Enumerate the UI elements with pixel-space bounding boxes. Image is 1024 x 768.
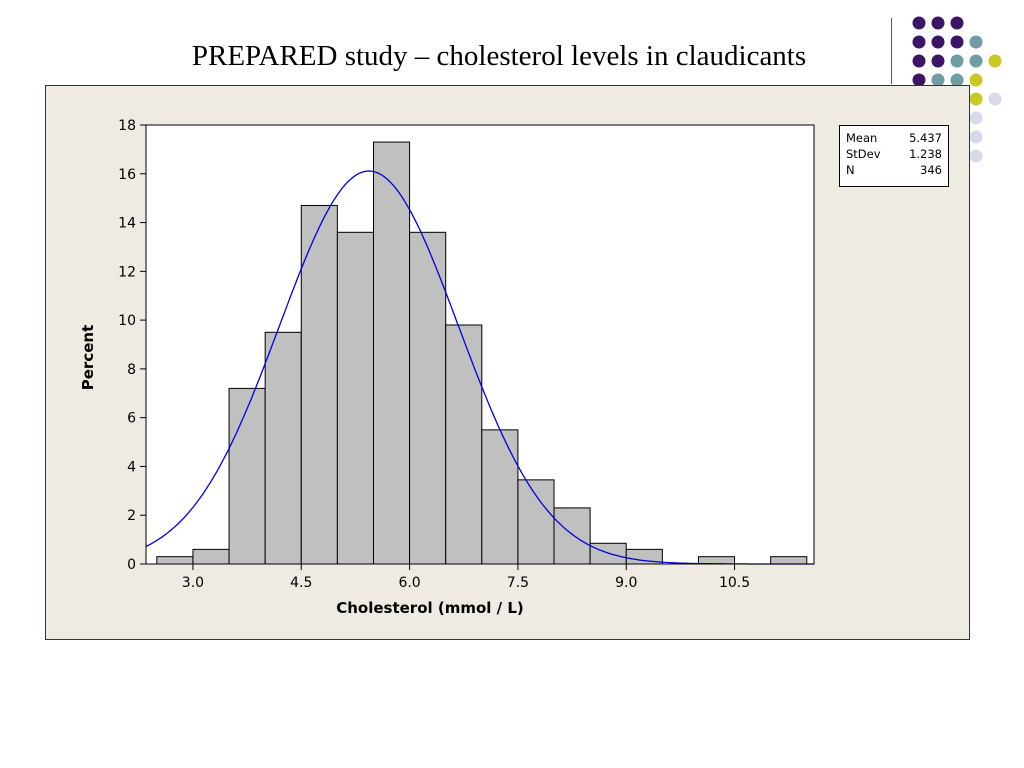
histogram-bar — [770, 556, 808, 565]
y-tick-label: 14 — [118, 216, 136, 232]
y-tick-label: 4 — [127, 459, 136, 475]
x-axis-label: Cholesterol (mmol / L) — [336, 599, 524, 617]
decorative-dot — [969, 92, 983, 106]
slide-title: PREPARED study – cholesterol levels in c… — [191, 40, 807, 72]
y-tick-label: 12 — [118, 264, 136, 280]
x-tick-label: 9.0 — [615, 575, 637, 591]
y-tick-label: 18 — [118, 118, 136, 134]
histogram-bar — [553, 507, 591, 565]
stats-row-mean: Mean 5.437 — [846, 130, 942, 146]
stats-legend: Mean 5.437 StDev 1.238 N 346 — [839, 125, 949, 187]
histogram-bar — [228, 387, 266, 565]
histogram-bar — [697, 556, 736, 565]
stats-row-n: N 346 — [846, 162, 942, 178]
decorative-dot — [950, 16, 964, 30]
histogram-bar — [264, 331, 302, 565]
histogram-bar — [372, 141, 411, 565]
histogram-bar — [336, 231, 374, 565]
y-tick-label: 8 — [127, 362, 136, 378]
x-tick-label: 4.5 — [290, 575, 312, 591]
stats-value: 346 — [920, 163, 942, 177]
stats-label: N — [846, 163, 855, 177]
title-divider — [891, 18, 892, 84]
decorative-dot — [988, 92, 1002, 106]
stats-value: 5.437 — [909, 131, 942, 145]
decorative-dot — [912, 16, 926, 30]
histogram-bar — [192, 548, 230, 565]
chart-frame: 0 2 4 6 8 10 12 14 16 18 3.0 4.5 6.0 7.5 9.0 10.5 Choles… — [45, 85, 970, 640]
histogram-bar — [517, 479, 555, 565]
histogram-bar — [156, 556, 194, 565]
histogram-bar — [409, 231, 447, 565]
y-tick-label: 0 — [127, 557, 136, 573]
decorative-dot — [969, 111, 983, 125]
decorative-dot — [969, 73, 983, 87]
histogram-bar — [300, 204, 338, 565]
x-tick-label: 7.5 — [507, 575, 529, 591]
stats-label: Mean — [846, 131, 878, 145]
y-tick-label: 16 — [118, 167, 136, 183]
y-tick-label: 2 — [127, 508, 136, 524]
decorative-dot — [969, 149, 983, 163]
decorative-dot — [931, 16, 945, 30]
stats-value: 1.238 — [909, 147, 942, 161]
stats-row-stdev: StDev 1.238 — [846, 146, 942, 162]
plot-border — [145, 124, 815, 565]
histogram-chart: 0 2 4 6 8 10 12 14 16 18 3.0 4.5 6.0 7.5 9.0 10.5 Choles… — [79, 118, 815, 617]
y-axis-label: Percent — [79, 325, 97, 390]
stats-label: StDev — [846, 147, 881, 161]
y-tick-label: 6 — [127, 411, 136, 427]
histogram-bar — [445, 324, 483, 565]
x-tick-label: 10.5 — [719, 575, 750, 591]
histogram-bar — [481, 429, 519, 565]
decorative-dot — [969, 130, 983, 144]
x-tick-label: 6.0 — [398, 575, 420, 591]
x-tick-label: 3.0 — [182, 575, 204, 591]
y-tick-label: 10 — [118, 313, 136, 329]
